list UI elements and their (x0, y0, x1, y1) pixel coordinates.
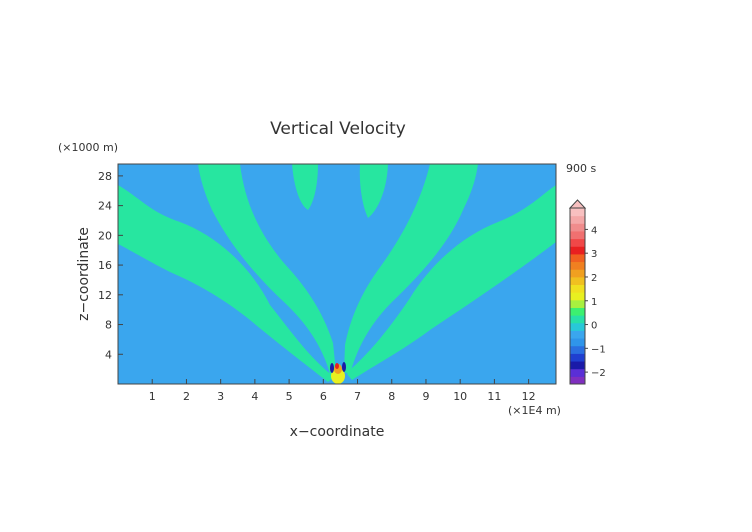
colorbar-bin (570, 330, 585, 339)
colorbar-bin (570, 376, 585, 385)
colorbar-bin (570, 223, 585, 232)
x-tick-label: 3 (217, 390, 224, 403)
downdraft-left (330, 363, 334, 373)
colorbar-bin (570, 230, 585, 240)
y-tick-label: 24 (98, 200, 112, 213)
colorbar-bin (570, 353, 585, 362)
time-label: 900 s (566, 162, 596, 175)
x-axis-label: x−coordinate (290, 424, 385, 440)
y-axis-label: z−coordinate (76, 227, 92, 321)
y-axis: 4 8 12 16 20 24 28 (98, 170, 123, 361)
colorbar-bin (570, 345, 585, 354)
y-tick-label: 8 (105, 319, 112, 332)
x-tick-label: 1 (149, 390, 156, 403)
colorbar-label: 2 (591, 273, 597, 284)
colorbar-bin (570, 368, 585, 377)
y-tick-label: 20 (98, 229, 112, 242)
colorbar-bin (570, 322, 585, 331)
y-unit-label: (×1000 m) (58, 141, 118, 154)
y-tick-label: 28 (98, 170, 112, 183)
band-mid-right (344, 164, 478, 374)
x-tick-label: 2 (183, 390, 190, 403)
band-inner-left (292, 164, 318, 210)
updraft-anomaly (330, 362, 346, 384)
x-unit-label: (×1E4 m) (508, 404, 561, 417)
x-tick-label: 11 (487, 390, 501, 403)
x-tick-label: 10 (453, 390, 467, 403)
colorbar-label: −2 (591, 368, 606, 379)
band-outer-left (118, 185, 335, 382)
colorbar-bin (570, 315, 585, 324)
positive-bands (118, 164, 556, 382)
colorbar-label: 0 (591, 321, 597, 332)
colorbar-bin (570, 246, 585, 255)
band-mid-left (198, 164, 336, 374)
colorbar-bin (570, 215, 585, 224)
updraft-max (335, 363, 339, 369)
colorbar-bin (570, 292, 585, 301)
x-tick-label: 7 (354, 390, 361, 403)
downdraft-right (342, 362, 346, 372)
y-tick-label: 16 (98, 259, 112, 272)
heatmap-field (118, 164, 556, 384)
colorbar-bin (570, 238, 585, 247)
colorbar-bin (570, 253, 585, 263)
y-tick-label: 4 (105, 348, 112, 361)
y-tick-label: 12 (98, 289, 112, 302)
colorbar-bin (570, 307, 585, 316)
colorbar-bin (570, 269, 585, 278)
colorbar-bin (570, 261, 585, 270)
colorbar-label: 4 (591, 225, 597, 236)
colorbar-label: 1 (591, 297, 597, 308)
colorbar-label: 3 (591, 249, 597, 260)
colorbar: 4 3 2 1 0 −1 −2 (568, 199, 606, 385)
plot-frame (117, 163, 557, 385)
colorbar-extend-arrow (568, 199, 587, 209)
band-outer-right (347, 185, 556, 380)
x-tick-label: 4 (251, 390, 258, 403)
colorbar-bin (570, 299, 585, 308)
x-axis: 1 2 3 4 5 6 7 8 9 10 11 12 (149, 379, 536, 403)
x-tick-label: 5 (286, 390, 293, 403)
x-tick-label: 8 (388, 390, 395, 403)
colorbar-label: −1 (591, 344, 606, 355)
colorbar-bin (570, 276, 585, 286)
colorbar-bin (570, 284, 585, 293)
colorbar-bin (570, 208, 585, 217)
x-tick-label: 9 (422, 390, 429, 403)
chart-title: Vertical Velocity (270, 119, 406, 139)
colorbar-bin (570, 361, 585, 370)
band-inner-right (359, 164, 388, 218)
updraft-core (331, 368, 345, 384)
x-tick-label: 12 (522, 390, 536, 403)
colorbar-bin (570, 338, 585, 347)
x-tick-label: 6 (320, 390, 327, 403)
